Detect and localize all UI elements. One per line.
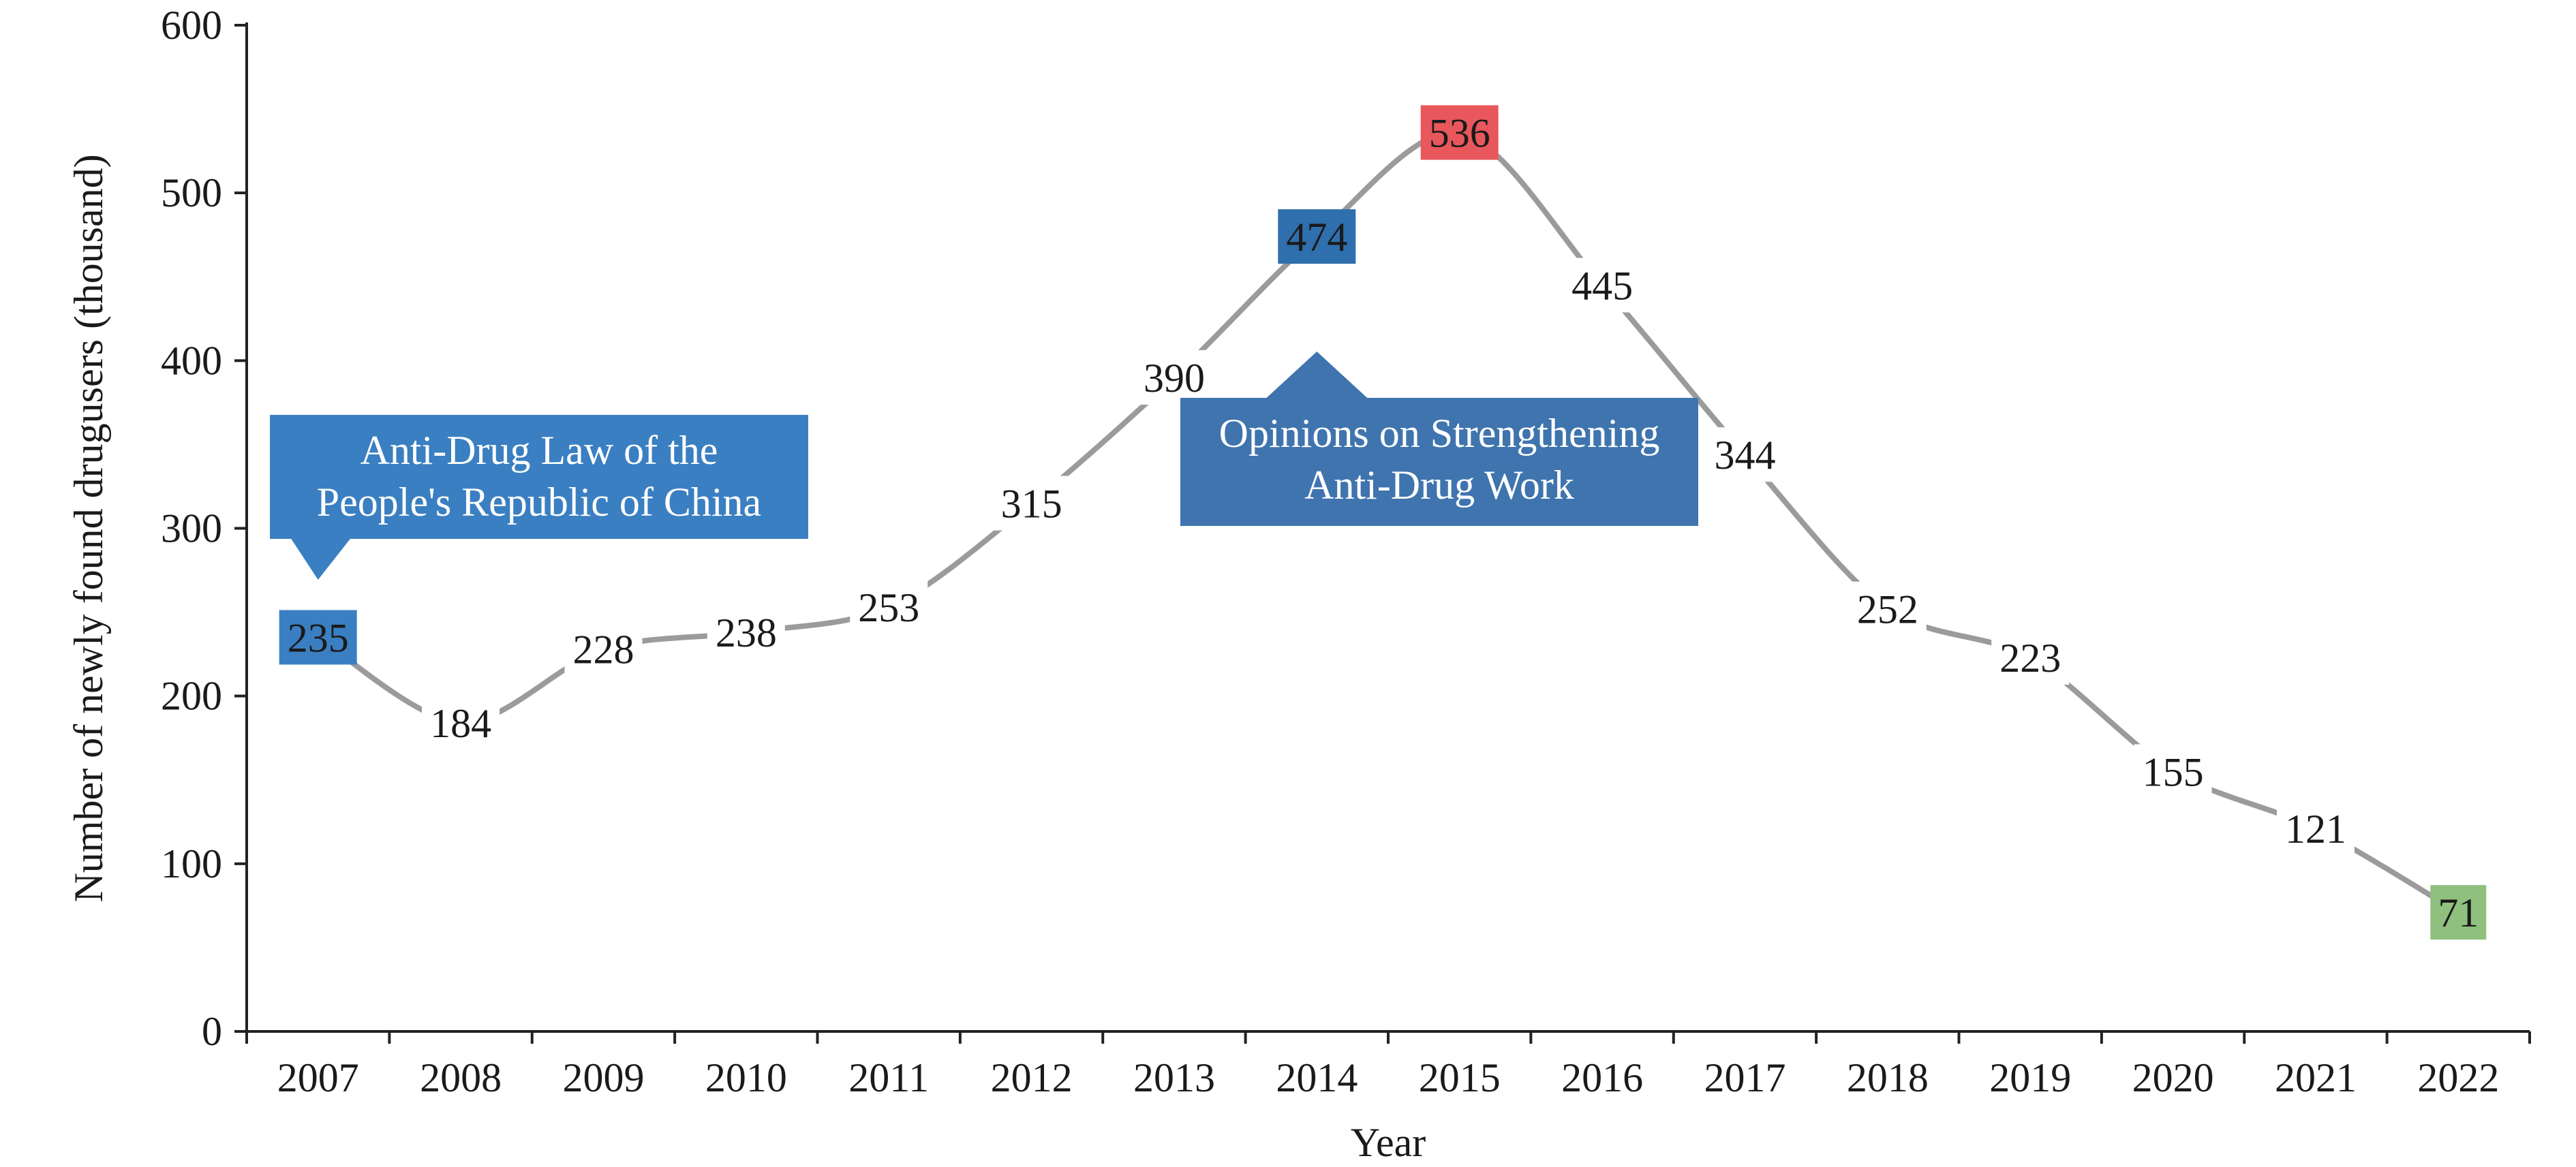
data-label: 474 (1286, 215, 1347, 260)
data-label: 238 (716, 610, 777, 655)
y-axis: 0 100 200 300 400 500 600 (161, 3, 248, 1054)
annotation-box (270, 415, 808, 539)
x-tick-label: 2020 (2132, 1055, 2214, 1100)
series-line (315, 129, 2462, 916)
highlight-label-box (1278, 209, 1356, 264)
x-tick-label: 2014 (1276, 1055, 1358, 1100)
x-tick-label: 2009 (562, 1055, 644, 1100)
x-tick-label: 2007 (277, 1055, 359, 1100)
x-tick-label: 2011 (848, 1055, 929, 1100)
y-tick-label: 0 (202, 1009, 222, 1054)
x-tick-label: 2018 (1847, 1055, 1929, 1100)
data-label: 184 (430, 701, 491, 746)
y-tick-label: 200 (161, 674, 222, 719)
data-label: 344 (1714, 433, 1775, 478)
data-label-box (992, 476, 1071, 531)
data-label: 155 (2143, 749, 2204, 794)
x-tick-label: 2019 (1989, 1055, 2071, 1100)
data-label: 315 (1001, 482, 1062, 527)
data-label: 223 (1999, 636, 2061, 681)
data-label-box (2276, 801, 2355, 856)
data-label-box (1991, 630, 2070, 685)
x-axis-title: Year (1351, 1120, 1426, 1165)
annotations: Anti-Drug Law of the People's Republic of… (270, 352, 1698, 580)
x-tick-label: 2021 (2275, 1055, 2357, 1100)
data-label-box (707, 605, 785, 660)
data-label: 445 (1571, 264, 1633, 309)
data-label-box (1848, 581, 1927, 636)
data-label-box (1706, 427, 1784, 482)
data-label: 235 (288, 616, 349, 661)
annotation-box (1180, 398, 1698, 526)
data-label: 536 (1429, 111, 1490, 156)
y-tick-label: 600 (161, 3, 222, 48)
data-label-box (850, 580, 928, 635)
data-label-box (2134, 744, 2212, 799)
data-label: 228 (572, 627, 634, 672)
data-label: 253 (858, 585, 919, 630)
highlight-label-box (1420, 105, 1499, 160)
x-tick-label: 2022 (2417, 1055, 2499, 1100)
data-label: 390 (1144, 356, 1205, 401)
annotation-text: People's Republic of China (317, 480, 761, 525)
x-tick-label: 2012 (991, 1055, 1073, 1100)
data-label-box (422, 696, 500, 751)
highlight-label-box (279, 610, 357, 665)
data-label: 121 (2285, 807, 2346, 852)
annotation-text: Anti-Drug Law of the (361, 428, 718, 473)
x-tick-label: 2010 (705, 1055, 787, 1100)
data-label-box (564, 621, 643, 676)
y-tick-label: 300 (161, 506, 222, 551)
y-tick-label: 500 (161, 170, 222, 215)
annotation-pointer (290, 538, 351, 580)
x-tick-label: 2013 (1133, 1055, 1215, 1100)
data-label-box (1563, 258, 1642, 313)
x-tick-label: 2008 (420, 1055, 502, 1100)
highlight-label-box (2430, 885, 2487, 940)
annotation-text: Opinions on Strengthening (1219, 411, 1660, 456)
y-axis-title: Number of newly found drugusers (thousan… (66, 154, 111, 902)
x-axis: 2007 2008 2009 2010 2011 2012 2013 2014 2015 2016… (245, 1030, 2531, 1100)
data-label: 252 (1857, 587, 1918, 632)
x-tick-label: 2015 (1419, 1055, 1501, 1100)
annotation-text: Anti-Drug Work (1304, 463, 1574, 508)
annotation-pointer (1266, 352, 1368, 399)
x-tick-label: 2016 (1561, 1055, 1643, 1100)
y-tick-label: 400 (161, 338, 222, 383)
data-label-box (1135, 349, 1213, 405)
data-label: 71 (2438, 890, 2479, 935)
y-tick-label: 100 (161, 841, 222, 886)
x-tick-label: 2017 (1704, 1055, 1785, 1100)
data-labels: 235 184 228 238 253 315 390 474 536 445 344 252 223 1… (279, 105, 2487, 940)
